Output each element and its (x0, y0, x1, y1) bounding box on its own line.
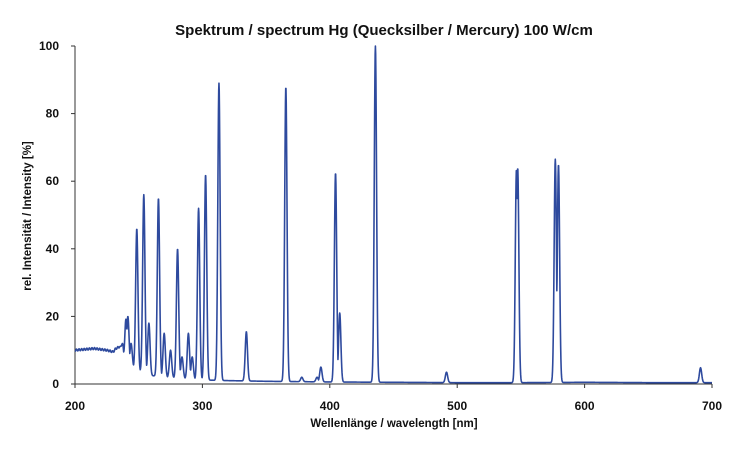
x-tick-label: 500 (447, 399, 467, 413)
y-tick-label: 100 (39, 39, 59, 53)
series-layer (74, 45, 713, 384)
y-tick-label: 20 (46, 309, 60, 323)
spectrum-line (74, 45, 713, 384)
y-tick-label: 80 (46, 107, 60, 121)
axis-ticks: 200 300 400 500 600 700 0 20 40 60 80 100 (39, 39, 722, 413)
y-tick-label: 40 (46, 242, 60, 256)
y-tick-label: 60 (46, 174, 60, 188)
y-axis-label: rel. Intensität / Intensity [%] (22, 141, 34, 291)
x-axis-label: Wellenlänge / wavelength [nm] (310, 418, 477, 430)
x-tick-label: 200 (65, 399, 85, 413)
x-tick-label: 300 (192, 399, 212, 413)
x-tick-label: 700 (702, 399, 722, 413)
y-tick-label: 0 (52, 377, 59, 391)
x-tick-label: 600 (575, 399, 595, 413)
x-tick-label: 400 (320, 399, 340, 413)
chart-title: Spektrum / spectrum Hg (Quecksilber / Me… (175, 22, 593, 39)
axes (74, 46, 712, 385)
